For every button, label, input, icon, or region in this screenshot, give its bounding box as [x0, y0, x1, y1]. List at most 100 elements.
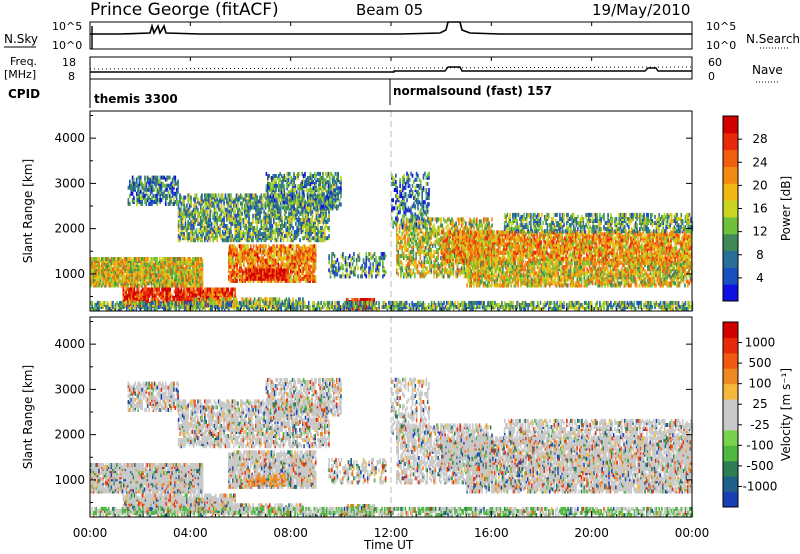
- echo-pixel: [300, 186, 302, 191]
- echo-pixel: [242, 217, 245, 222]
- echo-pixel: [90, 277, 92, 282]
- echo-pixel: [213, 224, 216, 228]
- echo-pixel: [129, 179, 131, 184]
- echo-pixel: [169, 287, 172, 292]
- echo-pixel: [160, 175, 163, 180]
- echo-pixel: [306, 228, 308, 232]
- echo-pixel: [213, 217, 216, 222]
- echo-pixel: [206, 193, 209, 198]
- echo-pixel: [324, 211, 326, 216]
- cpid-segment-2: normalsound (fast) 157: [393, 84, 552, 98]
- echo-pixel: [171, 271, 173, 276]
- echo-pixel: [171, 177, 174, 182]
- echo-pixel: [102, 271, 104, 276]
- echo-pixel: [180, 195, 183, 200]
- echo-pixel: [105, 267, 107, 272]
- echo-pixel: [303, 217, 305, 222]
- echo-pixel: [252, 244, 255, 249]
- echo-pixel: [200, 261, 202, 266]
- echo-pixel: [269, 270, 271, 275]
- echo-pixel: [212, 213, 214, 218]
- echo-pixel: [282, 276, 285, 281]
- echo-pixel: [315, 226, 318, 230]
- echo-pixel: [262, 264, 264, 269]
- echo-pixel: [202, 211, 205, 216]
- echo-pixel: [278, 178, 280, 182]
- echo-pixel: [274, 258, 277, 263]
- echo-pixel: [244, 246, 247, 251]
- echo-pixel: [197, 236, 199, 241]
- echo-pixel: [172, 295, 174, 300]
- echo-pixel: [136, 287, 138, 292]
- echo-pixel: [220, 217, 223, 222]
- echo-pixel: [165, 283, 168, 288]
- echo-pixel: [329, 184, 331, 189]
- echo-pixel: [335, 204, 338, 209]
- echo-pixel: [182, 257, 184, 261]
- echo-pixel: [110, 273, 113, 278]
- echo-pixel: [103, 267, 106, 272]
- date-title: 19/May/2010: [592, 1, 690, 19]
- echo-pixel: [304, 224, 307, 228]
- echo-pixel: [164, 287, 166, 292]
- echo-pixel: [328, 260, 330, 265]
- echo-pixel: [290, 194, 292, 199]
- echo-pixel: [233, 199, 235, 204]
- echo-pixel: [177, 209, 180, 214]
- echo-pixel: [269, 268, 271, 273]
- echo-pixel: [143, 277, 146, 282]
- echo-pixel: [342, 252, 344, 256]
- echo-pixel: [240, 260, 242, 265]
- echo-pixel: [310, 211, 312, 216]
- echo-pixel: [314, 274, 317, 279]
- echo-pixel: [263, 297, 266, 302]
- echo-pixel: [231, 217, 234, 222]
- echo-pixel: [268, 204, 270, 209]
- echo-pixel: [297, 224, 300, 228]
- echo-pixel: [109, 267, 111, 272]
- echo-pixel: [184, 224, 187, 228]
- echo-pixel: [193, 207, 195, 212]
- echo-pixel: [159, 175, 161, 180]
- echo-pixel: [101, 281, 103, 286]
- echo-pixel: [229, 274, 231, 279]
- echo-pixel: [331, 254, 333, 259]
- echo-pixel: [127, 185, 130, 190]
- echo-pixel: [199, 289, 202, 294]
- echo-pixel: [206, 287, 209, 292]
- echo-pixel: [130, 183, 132, 188]
- echo-pixel: [165, 277, 168, 282]
- echo-pixel: [219, 287, 221, 292]
- echo-pixel: [330, 200, 332, 205]
- echo-pixel: [155, 175, 157, 180]
- echo-pixel: [316, 194, 319, 199]
- echo-pixel: [179, 193, 181, 198]
- echo-pixel: [190, 283, 193, 288]
- echo-pixel: [164, 177, 167, 182]
- echo-pixel: [290, 176, 292, 180]
- echo-pixel: [180, 287, 183, 292]
- echo-pixel: [304, 234, 307, 239]
- echo-pixel: [194, 283, 197, 288]
- echo-pixel: [153, 277, 156, 282]
- echo-pixel: [259, 199, 261, 204]
- echo-pixel: [270, 268, 272, 273]
- echo-pixel: [189, 261, 191, 266]
- nsky-label: N.Sky: [4, 32, 38, 46]
- echo-pixel: [256, 270, 259, 275]
- echo-pixel: [255, 270, 257, 275]
- echo-pixel: [333, 200, 335, 205]
- echo-pixel: [205, 303, 207, 308]
- echo-pixel: [258, 278, 260, 283]
- echo-pixel: [136, 293, 138, 298]
- echo-pixel: [161, 277, 164, 282]
- echo-pixel: [215, 228, 217, 232]
- echo-pixel: [326, 180, 328, 185]
- echo-pixel: [152, 271, 154, 276]
- echo-pixel: [269, 194, 272, 199]
- echo-pixel: [232, 246, 234, 251]
- echo-pixel: [199, 236, 202, 241]
- echo-pixel: [290, 198, 292, 203]
- echo-pixel: [335, 272, 337, 277]
- echo-pixel: [190, 271, 193, 276]
